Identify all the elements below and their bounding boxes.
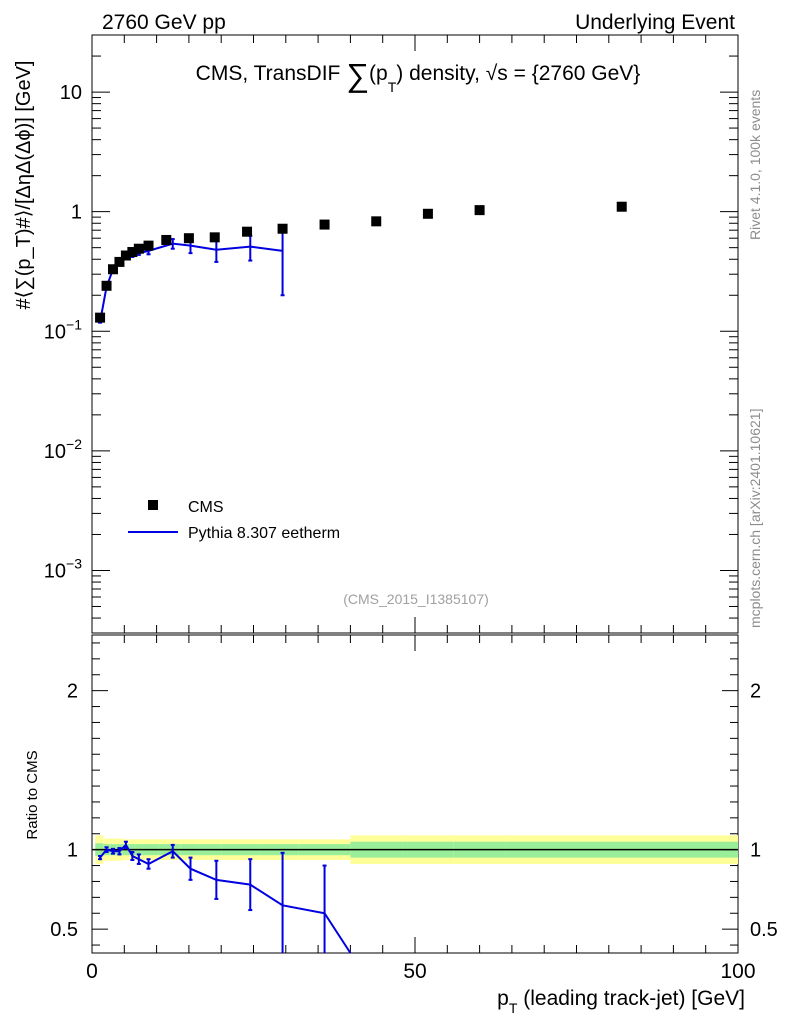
x-axis-label: pT (leading track-jet) [GeV] <box>497 987 745 1016</box>
plot-title: CMS, TransDIF ∑(pT) density, √s = {2760 … <box>196 57 641 95</box>
cms-point <box>242 226 253 237</box>
ratio-y-tick-label-right: 2 <box>750 681 761 703</box>
x-label-sub: T <box>509 1000 518 1016</box>
ratio-series <box>98 840 352 954</box>
analysis-watermark: (CMS_2015_I1385107) <box>343 591 489 607</box>
cms-point <box>183 233 194 244</box>
cms-point <box>114 256 125 267</box>
legend-mc-label: Pythia 8.307 eetherm <box>188 525 340 542</box>
cms-point <box>95 312 106 323</box>
ratio-y-tick-label: 2 <box>67 681 78 703</box>
x-tick-label: 50 <box>403 960 426 983</box>
header-left: 2760 GeV pp <box>102 11 226 34</box>
cms-point <box>127 246 138 257</box>
y-tick-label: 1 <box>71 202 82 224</box>
ratio-uncertainty-bands <box>92 835 738 864</box>
ratio-y-tick-label-right: 0.5 <box>750 919 778 941</box>
cms-point <box>209 232 220 243</box>
cms-point <box>143 240 154 251</box>
rivet-label: Rivet 4.1.0, 100k events <box>747 90 763 240</box>
cms-point <box>616 201 627 212</box>
cms-point <box>474 205 485 216</box>
title-sum: ∑ <box>346 57 369 93</box>
cms-point <box>277 223 288 234</box>
ratio-line <box>99 843 352 954</box>
cms-point <box>371 216 382 227</box>
y-axis-label-ratio: Ratio to CMS <box>24 750 41 839</box>
cms-point <box>161 234 172 245</box>
legend-cms-marker <box>148 500 158 510</box>
y-tick-label: 10 <box>60 82 82 104</box>
title-p: (p <box>369 62 388 85</box>
ratio-y-tick-label: 1 <box>67 840 78 862</box>
cms-point <box>133 243 144 254</box>
x-tick-label: 0 <box>86 960 98 983</box>
axis-tick-labels: 0 50 100 10−3 10−2 10−1 1 10 0.5 0.5 1 1 2 2 <box>44 82 778 983</box>
x-label-rest: (leading track-jet) [GeV] <box>517 987 745 1010</box>
cms-point <box>319 219 330 230</box>
ratio-y-tick-label: 0.5 <box>50 919 78 941</box>
main-frame <box>91 34 739 634</box>
title-sub: T <box>388 79 397 95</box>
y-axis-label-main: #⟨∑(p_T)#⟩/[ΔηΔ(Δϕ)] [GeV] <box>13 61 35 310</box>
x-label-p: p <box>497 987 509 1010</box>
legend-cms-label: CMS <box>188 499 224 516</box>
y-tick-label: 10−2 <box>44 436 82 463</box>
cms-point <box>120 250 131 261</box>
ratio-frame <box>91 634 739 954</box>
cms-series-main <box>95 201 627 323</box>
mcplots-label: mcplots.cern.ch [arXiv:2401.10621] <box>747 409 763 628</box>
y-tick-label: 10−3 <box>44 555 82 582</box>
cms-point <box>107 264 118 275</box>
title-suffix: ) density, √s = {2760 GeV} <box>396 62 640 85</box>
x-tick-label: 100 <box>720 960 755 983</box>
cms-point <box>101 280 112 291</box>
title-prefix: CMS, TransDIF <box>196 62 347 85</box>
cms-point <box>422 208 433 219</box>
ratio-y-tick-label-right: 1 <box>750 840 761 862</box>
axis-ticks <box>91 34 739 953</box>
y-tick-label: 10−1 <box>44 316 82 343</box>
header-right: Underlying Event <box>575 11 735 34</box>
